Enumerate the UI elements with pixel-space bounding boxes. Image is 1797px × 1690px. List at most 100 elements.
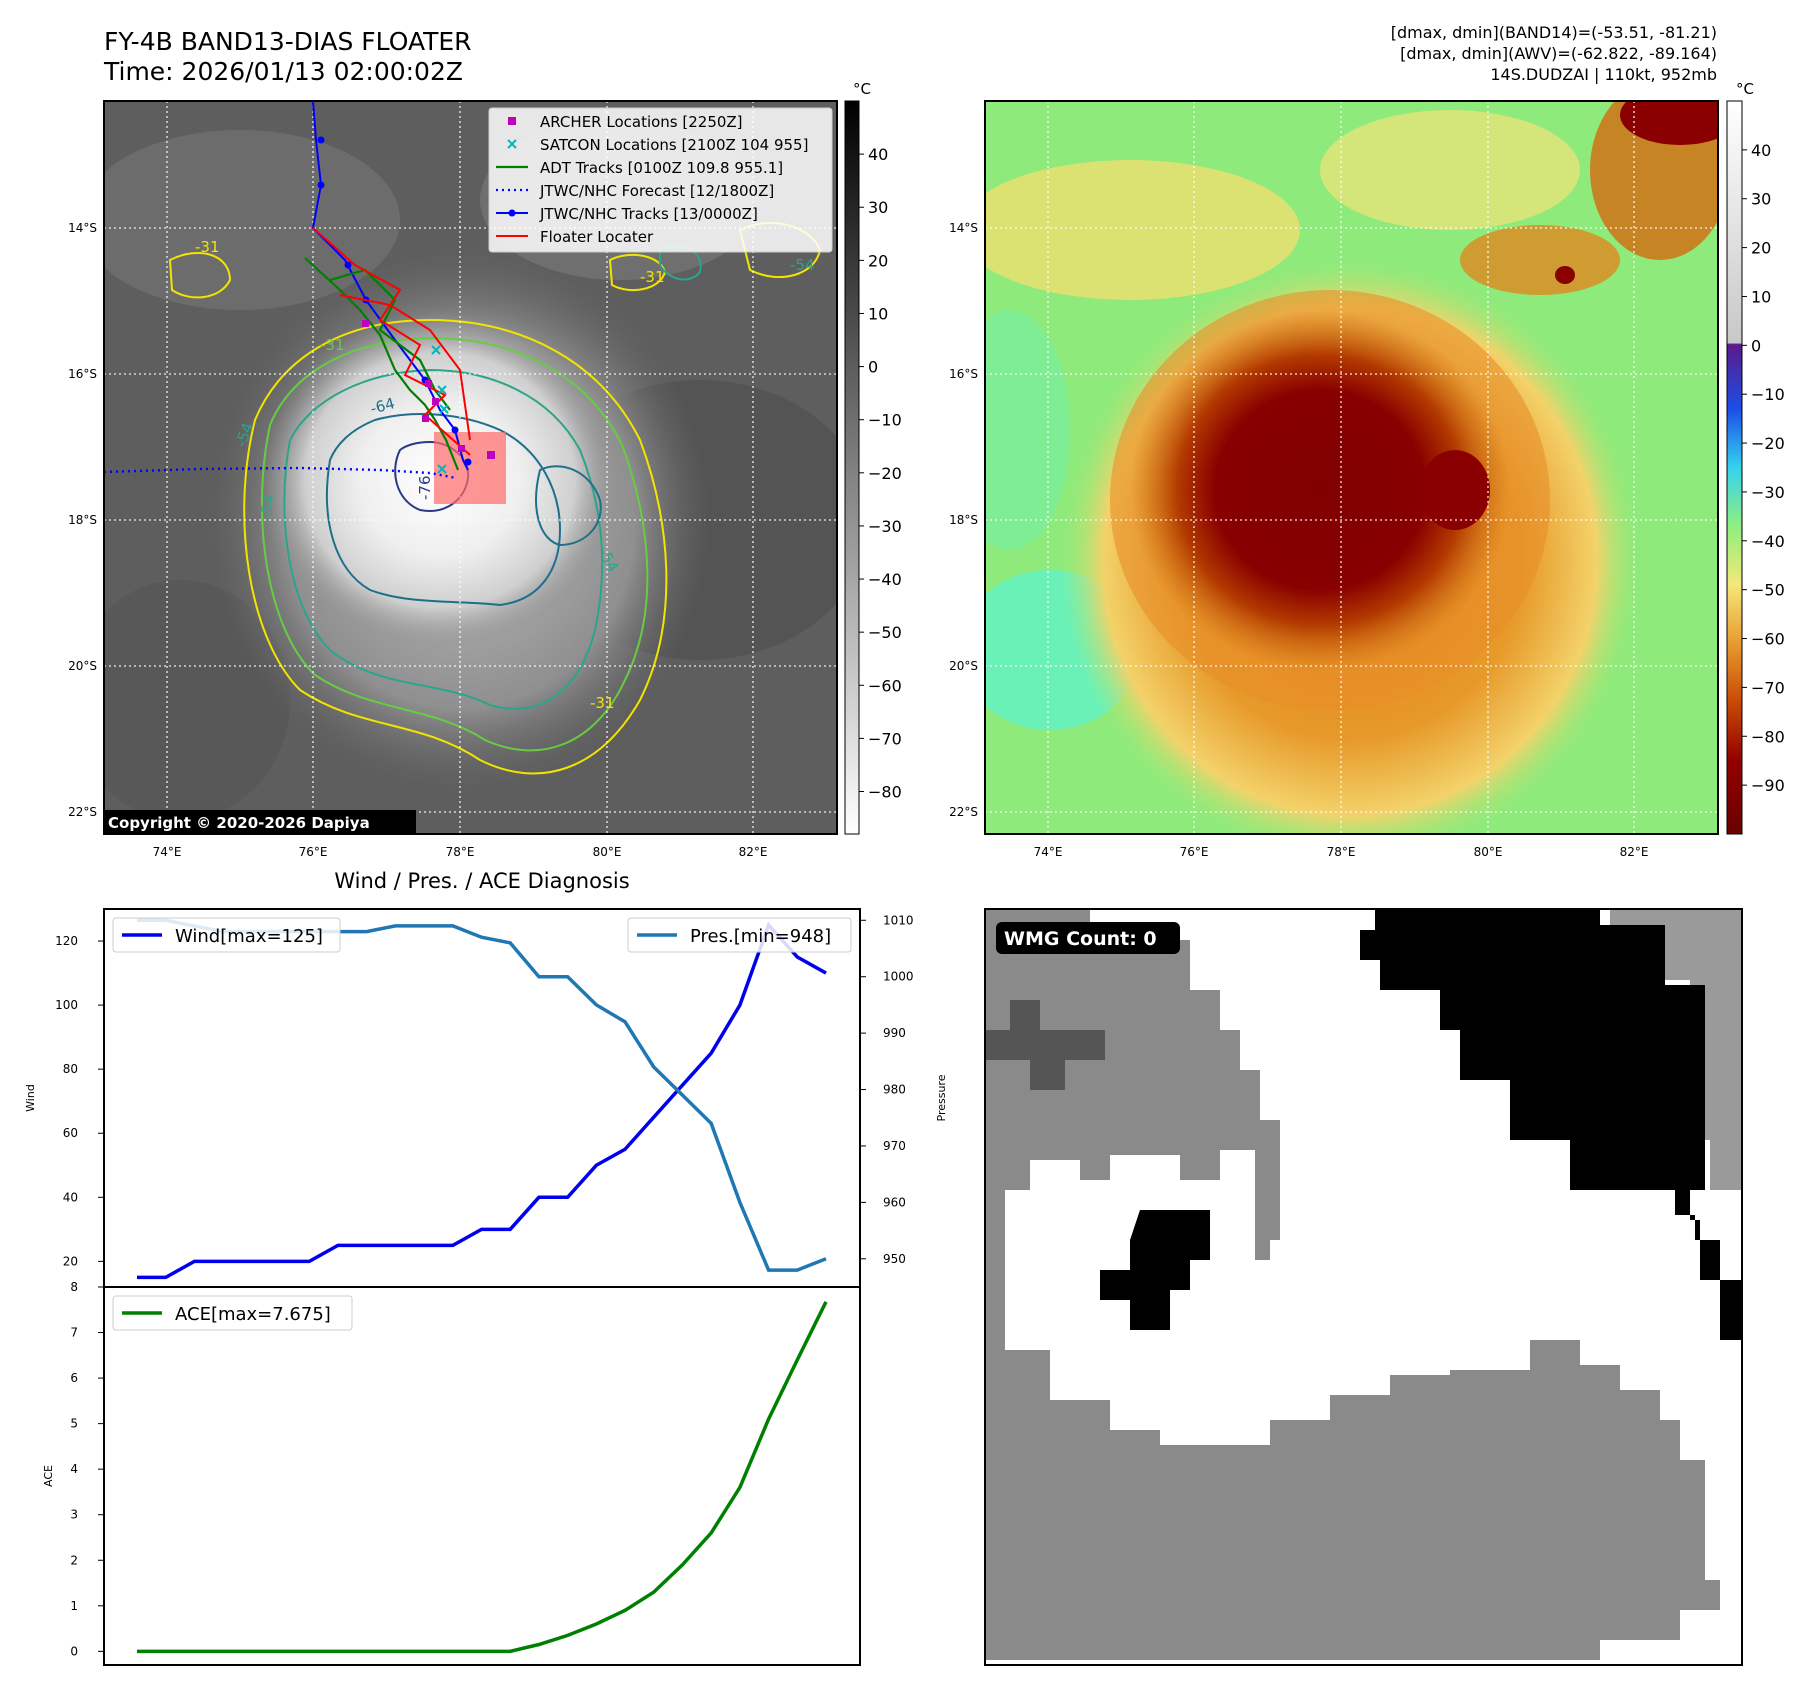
contour-label: -76 — [416, 476, 434, 501]
colorbar-tick: 30 — [868, 198, 888, 217]
colorbar-tick: −70 — [868, 729, 902, 748]
y2-tick: 990 — [883, 1026, 906, 1040]
contour-label: -31 — [590, 694, 615, 712]
colorbar-tick: −80 — [1751, 727, 1785, 746]
floater-box — [434, 432, 506, 504]
storm-info: 14S.DUDZAI | 110kt, 952mb — [1490, 65, 1717, 84]
ace-legend: ACE[max=7.675] — [112, 1295, 353, 1331]
legend-floater: Floater Locater — [540, 228, 654, 246]
wind-series-line — [137, 921, 827, 1280]
map-legend: ARCHER Locations [2250Z] SATCON Location… — [488, 107, 833, 253]
legend-archer: ARCHER Locations [2250Z] — [540, 113, 743, 131]
contour-label: -31 — [640, 268, 665, 286]
colorbar-tick: −30 — [1751, 483, 1785, 502]
contour-label: -54 — [256, 493, 278, 520]
colorbar-tick: −50 — [1751, 581, 1785, 600]
ace-axis-label: ACE — [42, 1465, 55, 1487]
colorbar-tick: −20 — [868, 464, 902, 483]
colorbar-tick: −90 — [1751, 776, 1785, 795]
lat-tick: 20°S — [949, 659, 978, 673]
colorbar-tick: −60 — [1751, 630, 1785, 649]
y-tick: 20 — [63, 1254, 78, 1268]
y-tick: 0 — [70, 1644, 78, 1658]
contour-label: -54 — [790, 256, 815, 274]
lon-tick: 82°E — [739, 845, 768, 859]
y2-tick: 970 — [883, 1139, 906, 1153]
y2-tick: 960 — [883, 1195, 906, 1209]
colorbar-tick: −10 — [1751, 385, 1785, 404]
lat-tick: 22°S — [68, 805, 97, 819]
colorbar-tick: 10 — [1751, 287, 1771, 306]
lat-tick: 16°S — [949, 367, 978, 381]
ace-series-line — [137, 1301, 828, 1654]
colorbar-tick: −40 — [1751, 532, 1785, 551]
colorbar-left: °C 40 30 20 10 0 −10 −20 −30 −40 −50 −60 −70 −80 — [844, 80, 902, 835]
lat-tick: 14°S — [949, 221, 978, 235]
colorbar-tick: 40 — [1751, 141, 1771, 160]
contour-label: -31 — [320, 336, 345, 354]
colorbar-tick: 20 — [868, 251, 888, 270]
tr-lat-ticks: 14°S 16°S 18°S 20°S 22°S — [949, 221, 978, 819]
pressure-axis-label: Pressure — [935, 1074, 948, 1121]
lat-tick: 18°S — [68, 513, 97, 527]
wmg-map: WMG Count: 0 — [984, 908, 1743, 1666]
lon-tick: 82°E — [1620, 845, 1649, 859]
y-tick: 8 — [70, 1280, 78, 1294]
tl-lat-ticks: 14°S 16°S 18°S 20°S 22°S — [68, 221, 97, 819]
y-tick: 2 — [70, 1553, 78, 1567]
wind-pressure-chart: 20 40 60 80 100 120 950 960 970 980 990 1000 1010 W… — [24, 908, 948, 1288]
copyright: Copyright © 2020-2026 Dapiya — [108, 814, 370, 832]
colorbar-tick: −30 — [868, 517, 902, 536]
colorbar-tick: 40 — [868, 145, 888, 164]
lon-tick: 80°E — [593, 845, 622, 859]
colorbar-unit: °C — [853, 80, 871, 98]
y-tick: 120 — [55, 934, 78, 948]
lon-tick: 74°E — [153, 845, 182, 859]
colorbar-tick: 30 — [1751, 190, 1771, 209]
colorbar-unit: °C — [1736, 80, 1754, 98]
legend-jtwc: JTWC/NHC Tracks [13/0000Z] — [539, 205, 758, 223]
y-tick: 4 — [70, 1462, 78, 1476]
lon-tick: 78°E — [446, 845, 475, 859]
legend-adt: ADT Tracks [0100Z 109.8 955.1] — [540, 159, 783, 177]
wind-legend-label: Wind[max=125] — [175, 926, 323, 947]
lon-tick: 78°E — [1327, 845, 1356, 859]
y-tick: 40 — [63, 1190, 78, 1204]
y-tick: 100 — [55, 998, 78, 1012]
contour-label: -64 — [368, 394, 396, 418]
lat-tick: 22°S — [949, 805, 978, 819]
y2-tick: 1000 — [883, 970, 914, 984]
wind-axis-label: Wind — [24, 1084, 37, 1112]
colorbar-tick: −40 — [868, 570, 902, 589]
legend-forecast: JTWC/NHC Forecast [12/1800Z] — [539, 182, 774, 200]
y2-tick: 1010 — [883, 913, 914, 927]
lon-tick: 76°E — [299, 845, 328, 859]
figure-title: FY-4B BAND13-DIAS FLOATER — [104, 27, 472, 56]
colorbar-tick: 0 — [1751, 336, 1761, 355]
lat-tick: 18°S — [949, 513, 978, 527]
colorbar-tick: −10 — [868, 411, 902, 430]
wmg-count-box — [996, 922, 1180, 954]
y-tick: 6 — [70, 1371, 78, 1385]
pressure-legend-label: Pres.[min=948] — [690, 926, 831, 947]
copyright-box — [104, 810, 416, 834]
wmg-count: WMG Count: 0 — [1004, 928, 1157, 950]
contour-label: -31 — [195, 238, 220, 256]
colorbar-right: °C 40 30 20 10 0 −10 −20 −30 −40 −50 −60 −70 −80 −90 — [1726, 80, 1785, 835]
band14-range: [dmax, dmin](BAND14)=(-53.51, -81.21) — [1391, 23, 1717, 42]
awv-range: [dmax, dmin](AWV)=(-62.822, -89.164) — [1400, 44, 1717, 63]
wind-legend: Wind[max=125] — [112, 917, 341, 953]
lon-tick: 76°E — [1180, 845, 1209, 859]
colorbar-tick: 10 — [868, 304, 888, 323]
legend-satcon: SATCON Locations [2100Z 104 955] — [540, 136, 808, 154]
satcon-marker-icon — [507, 139, 517, 149]
bd-map: 74°E 76°E 78°E 80°E 82°E 14°S 16°S 18°S … — [949, 100, 1719, 859]
lon-tick: 74°E — [1034, 845, 1063, 859]
archer-marker-icon — [508, 117, 516, 125]
ace-legend-label: ACE[max=7.675] — [175, 1304, 331, 1325]
colorbar-tick: −80 — [868, 783, 902, 802]
lon-tick: 80°E — [1474, 845, 1503, 859]
y-tick: 7 — [70, 1326, 78, 1340]
colorbar-tick: 20 — [1751, 239, 1771, 258]
